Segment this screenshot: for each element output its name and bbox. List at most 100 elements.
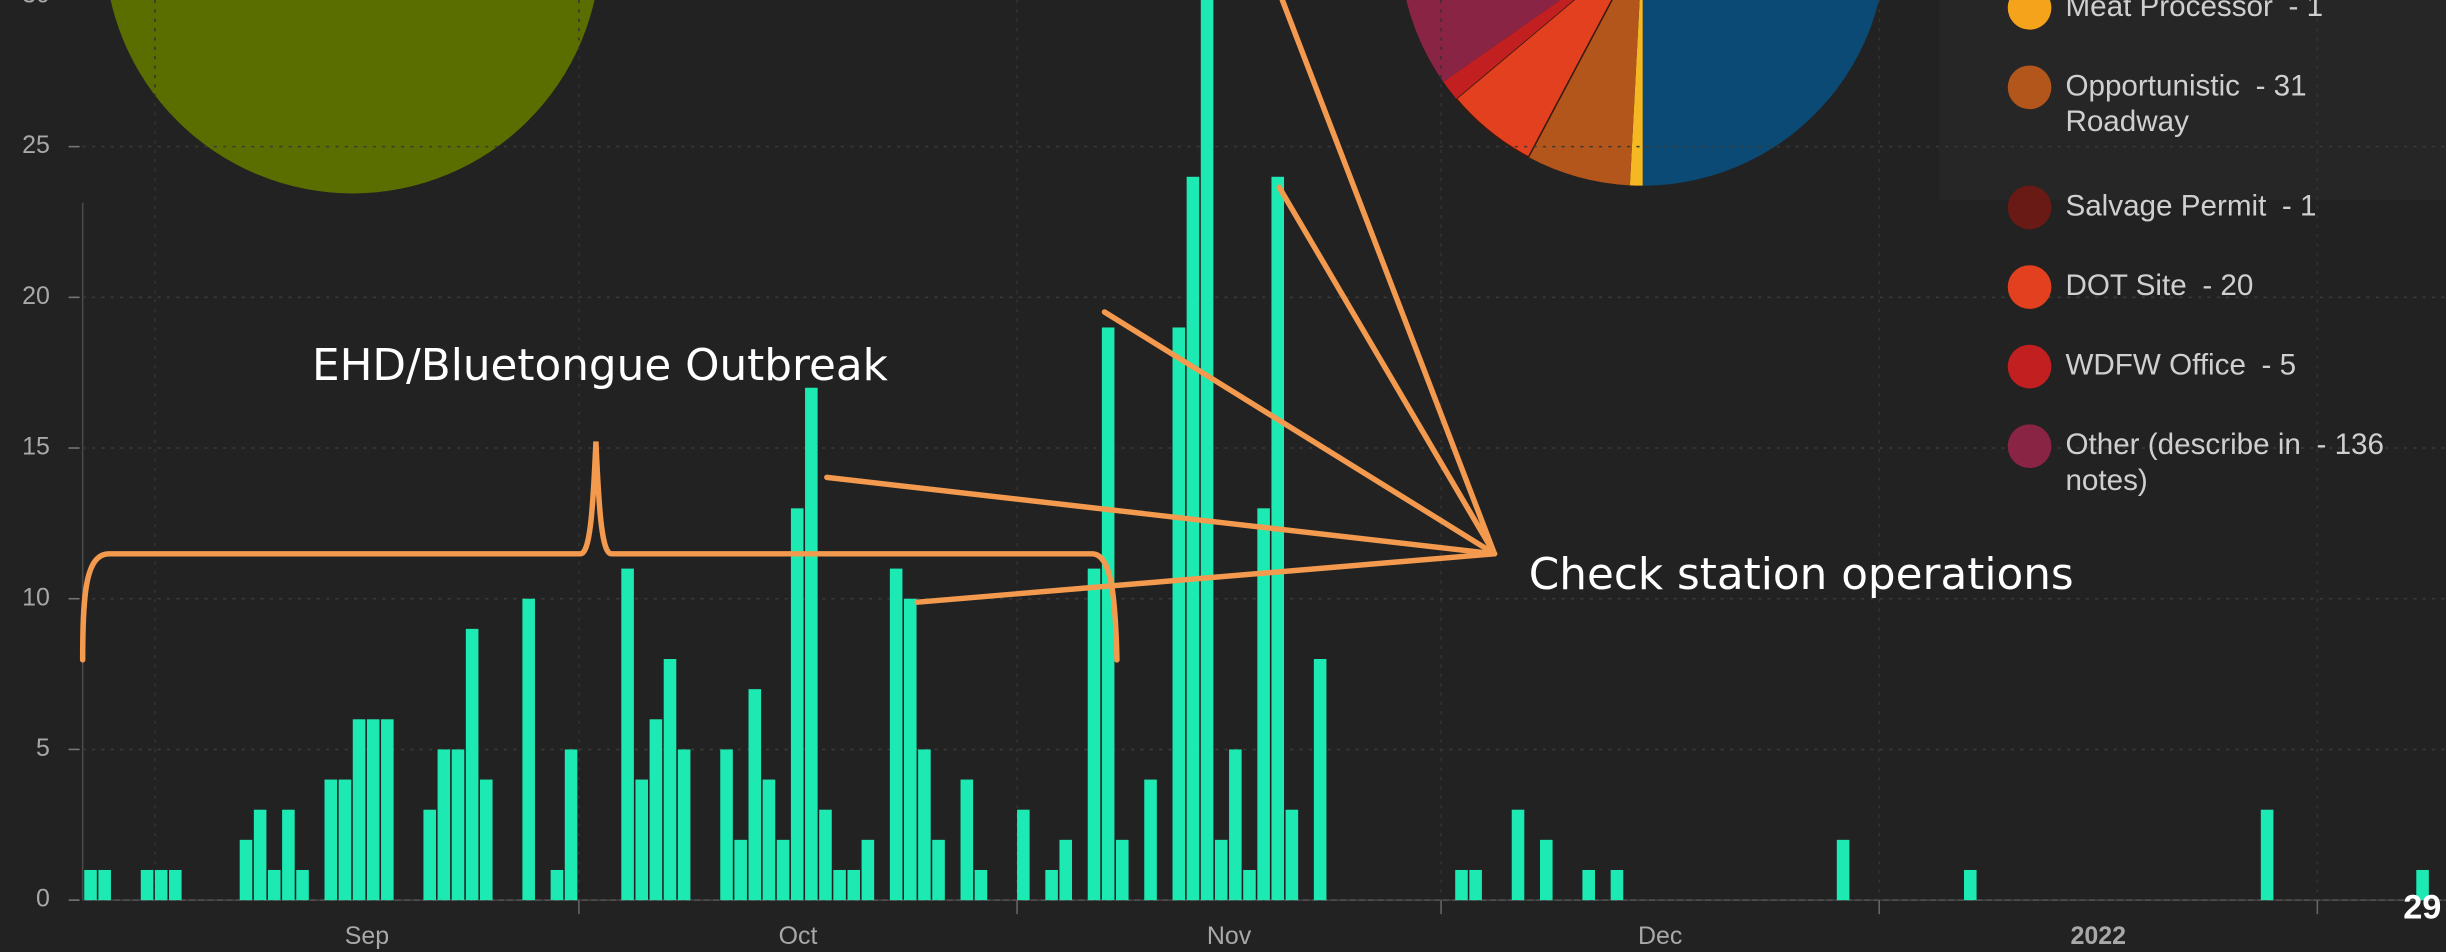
y-tick-label: 5 (36, 734, 50, 762)
bar (1115, 839, 1129, 901)
bar (1229, 749, 1242, 901)
bar (1087, 568, 1101, 901)
bar (762, 779, 776, 901)
bar (84, 869, 97, 901)
y-tick-label: 25 (22, 131, 50, 159)
bar (465, 628, 479, 901)
x-tick-label: 2022 (2071, 922, 2127, 950)
bar (352, 719, 366, 901)
bar (253, 809, 267, 901)
bar (1610, 869, 1624, 901)
bar (423, 809, 437, 901)
bar (282, 809, 295, 901)
bar (239, 839, 253, 901)
bar (974, 869, 988, 901)
bar (267, 869, 281, 901)
bar (903, 598, 917, 901)
bar (338, 779, 352, 901)
legend-swatch (2007, 185, 2052, 230)
bar (479, 779, 493, 901)
legend-label-line: Opportunistic (2065, 69, 2240, 102)
legend-label-line: Other (describe in (2065, 428, 2300, 461)
bar (1469, 869, 1482, 901)
legend-count: - 1 (2288, 0, 2323, 23)
bar (918, 749, 931, 901)
bar (861, 839, 875, 901)
bar (1144, 779, 1157, 901)
pointer-line (1279, 0, 1498, 557)
legend-count: - 1 (2282, 189, 2317, 222)
bar (621, 568, 634, 901)
pie-slice (1443, 0, 1574, 99)
annotation: Check station operations (1529, 549, 2074, 600)
y-tick-label: 10 (22, 583, 50, 611)
bar (381, 719, 394, 901)
bar (437, 749, 451, 901)
bar (140, 869, 154, 901)
legend-label-line: Meat Processor (2065, 0, 2273, 23)
x-tick-label: Oct (779, 922, 818, 950)
bar (1172, 327, 1186, 901)
slide: 0 5 10 15 20 25 30 Sep Oct Nov Dec 2022 EHD/Blueton… (22, 0, 2446, 950)
x-tick-label: Dec (1638, 922, 1682, 950)
bar (649, 719, 663, 901)
bar (847, 869, 861, 901)
x-tick-label: Sep (345, 922, 389, 950)
bar (819, 809, 832, 901)
bar (1045, 869, 1058, 901)
bar (833, 869, 846, 901)
pointer-line (914, 551, 1498, 605)
legend-swatch (2007, 265, 2052, 309)
legend-label: DOT Site - 20 (2065, 269, 2253, 302)
bar (1455, 869, 1468, 901)
legend-label: Opportunistic - 31 Roadway (2065, 69, 2306, 138)
bar (1186, 176, 1200, 901)
bar (1964, 869, 1977, 901)
legend-label: Other (describe in - 136 notes) (2065, 428, 2384, 497)
pointer-line (1101, 309, 1498, 557)
bar (2260, 809, 2274, 901)
pie-slice (1528, 0, 1640, 186)
bar (1836, 839, 1850, 901)
y-tick-label: 15 (22, 433, 50, 461)
bar (154, 869, 168, 901)
bar (1582, 869, 1595, 901)
legend-count: - 136 (2316, 428, 2384, 461)
bar (564, 749, 578, 901)
annotation: EHD/Bluetongue Outbreak (312, 340, 889, 391)
bar (2416, 869, 2429, 901)
pointer-line (824, 474, 1498, 557)
bar (1017, 809, 1030, 901)
bar (635, 779, 649, 901)
legend-label-line: Roadway (2065, 105, 2189, 138)
bubble (110, 0, 595, 194)
pie-slice (1629, 0, 1643, 186)
bar (734, 839, 747, 901)
bar (663, 659, 677, 901)
y-tick-label: 0 (36, 885, 50, 913)
bar (296, 869, 309, 901)
legend-label-line: WDFW Office (2065, 348, 2245, 381)
bar (550, 869, 564, 901)
pointer-line (1276, 184, 1498, 557)
legend-swatch (2007, 424, 2052, 468)
bar (169, 869, 182, 901)
y-tick-label: 30 (22, 0, 50, 9)
pie-slice (1455, 0, 1613, 159)
bar (790, 508, 804, 901)
legend-label-line: notes) (2065, 464, 2147, 497)
legend-label: WDFW Office - 5 (2065, 348, 2296, 381)
bar (1511, 809, 1525, 901)
bar (889, 568, 903, 901)
legend-swatch (2007, 65, 2052, 110)
bar (1200, 0, 1214, 901)
legend-count: - 5 (2262, 348, 2297, 381)
pie-slice (1406, 0, 1561, 82)
bar (522, 598, 535, 901)
pie (1406, 0, 1880, 186)
plot: 0 5 10 15 20 25 30 Sep Oct Nov Dec 2022 (22, 0, 2446, 950)
bar (366, 719, 380, 901)
x-tick-label: Nov (1207, 922, 1252, 950)
bar (960, 779, 974, 901)
